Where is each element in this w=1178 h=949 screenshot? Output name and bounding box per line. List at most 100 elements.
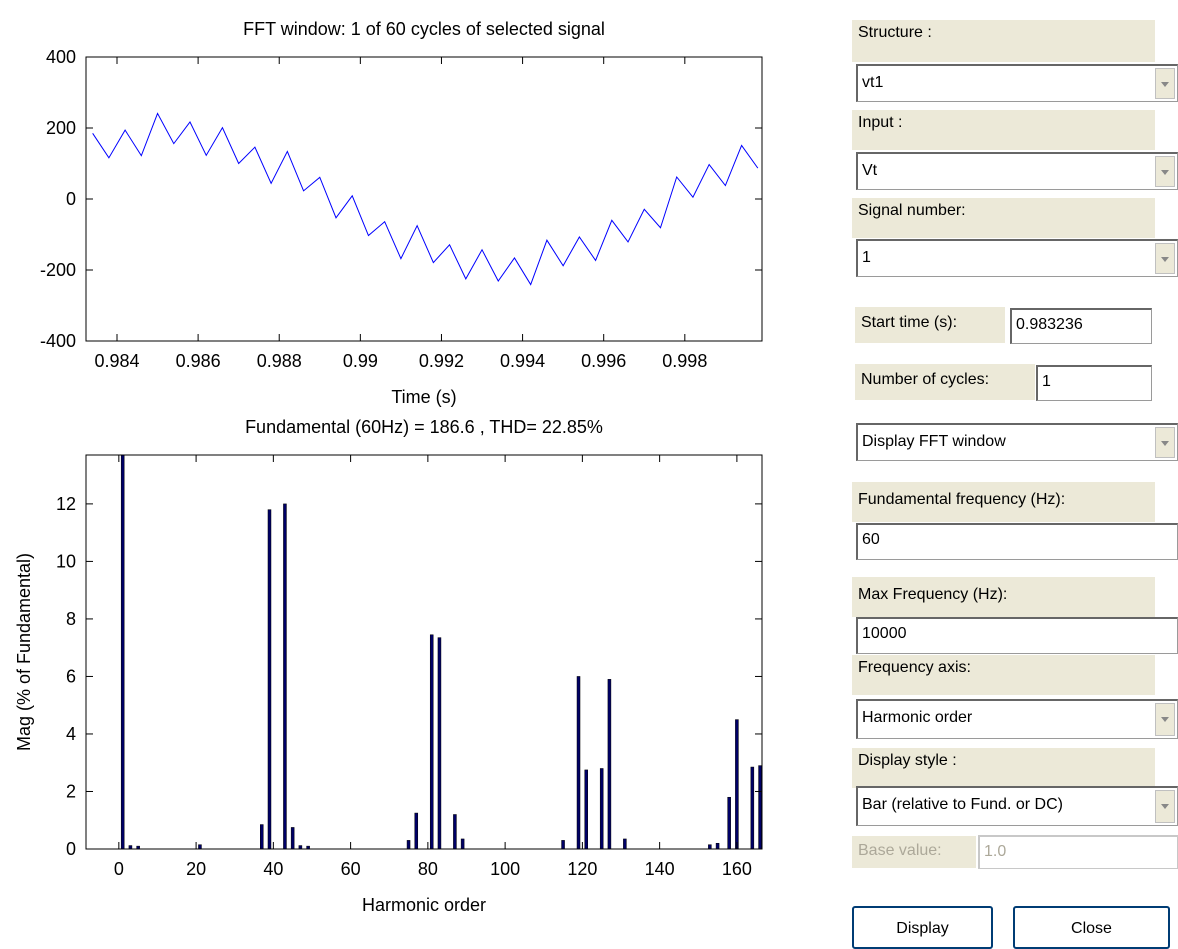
x-tick-label: 140: [645, 859, 675, 879]
label: Structure :: [852, 20, 1155, 62]
y-tick-label: 2: [66, 781, 76, 801]
bar: [260, 824, 264, 849]
text-field: 1.0: [978, 835, 1178, 869]
y-tick-label: 8: [66, 609, 76, 629]
dropdown-text: 1: [862, 249, 871, 266]
y-tick-label: -200: [40, 260, 76, 280]
bar: [758, 765, 762, 849]
plot-area: [120, 455, 762, 849]
dropdown[interactable]: vt1: [856, 64, 1178, 102]
bar: [283, 503, 287, 849]
dropdown[interactable]: Vt: [856, 152, 1178, 190]
x-tick-label: 0.998: [662, 351, 707, 371]
x-tick-label: 0.992: [419, 351, 464, 371]
x-axis-label: Harmonic order: [362, 895, 486, 915]
bar: [750, 766, 755, 849]
x-tick-label: 80: [418, 859, 438, 879]
dropdown-text: Display FFT window: [862, 433, 1006, 450]
x-tick-label: 20: [186, 859, 206, 879]
bar: [727, 796, 731, 849]
label: Max Frequency (Hz):: [852, 577, 1155, 617]
text-field[interactable]: 60: [856, 523, 1178, 560]
label: Display style :: [852, 748, 1155, 788]
bar: [437, 637, 442, 849]
bar: [298, 845, 303, 849]
charts: FFT window: 1 of 60 cycles of selected s…: [14, 19, 763, 915]
bar: [406, 840, 411, 849]
dropdown-arrow[interactable]: [1155, 703, 1175, 736]
dropdown-text: vt1: [862, 74, 884, 91]
y-tick-label: 12: [56, 494, 76, 514]
bar: [429, 634, 434, 849]
y-tick-label: 6: [66, 666, 76, 686]
bar: [607, 679, 612, 849]
bar: [735, 719, 739, 849]
x-tick-label: 0.994: [500, 351, 545, 371]
x-tick-label: 0.996: [581, 351, 626, 371]
label: Frequency axis:: [852, 655, 1155, 695]
dropdown-arrow[interactable]: [1155, 156, 1175, 187]
label: Start time (s):: [855, 307, 1005, 343]
dropdown-text: Bar (relative to Fund. or DC): [862, 796, 1063, 813]
dropdown[interactable]: Bar (relative to Fund. or DC): [856, 786, 1178, 826]
label: Input :: [852, 110, 1155, 150]
dropdown-arrow[interactable]: [1155, 790, 1175, 823]
bar: [414, 812, 419, 849]
x-tick-label: 40: [263, 859, 283, 879]
bar: [453, 814, 457, 849]
x-tick-label: 0.99: [343, 351, 378, 371]
bar: [128, 845, 133, 849]
x-tick-label: 60: [341, 859, 361, 879]
dropdown-text: Harmonic order: [862, 709, 973, 726]
y-tick-label: 4: [66, 724, 76, 744]
bar: [120, 455, 125, 849]
label: Number of cycles:: [855, 364, 1035, 400]
x-axis-label: Time (s): [391, 387, 456, 407]
y-tick-label: 400: [46, 47, 76, 67]
bar: [198, 844, 202, 849]
y-tick-label: 0: [66, 839, 76, 859]
bar: [460, 838, 465, 849]
bar: [290, 827, 295, 849]
bar: [599, 768, 604, 849]
text-field[interactable]: 1: [1036, 365, 1152, 401]
chart-title: FFT window: 1 of 60 cycles of selected s…: [243, 19, 605, 39]
x-tick-label: 0.988: [257, 351, 302, 371]
text-field[interactable]: 0.983236: [1010, 308, 1152, 344]
label: Fundamental frequency (Hz):: [852, 482, 1155, 522]
y-axis-label: Mag (% of Fundamental): [14, 553, 34, 751]
dropdown[interactable]: Harmonic order: [856, 699, 1178, 739]
y-tick-label: -400: [40, 331, 76, 351]
axes-frame: [85, 454, 763, 850]
dropdown[interactable]: 1: [856, 239, 1178, 277]
text-field[interactable]: 10000: [856, 617, 1178, 654]
plot-area: [92, 112, 759, 286]
signal-line: [92, 112, 759, 286]
y-tick-label: 10: [56, 551, 76, 571]
axes-frame: [85, 56, 763, 342]
bar: [561, 840, 565, 849]
dropdown-arrow[interactable]: [1155, 68, 1175, 99]
x-tick-label: 0.984: [94, 351, 139, 371]
bar: [576, 676, 581, 849]
x-tick-label: 0.986: [176, 351, 221, 371]
dropdown-arrow[interactable]: [1155, 243, 1175, 274]
bar: [623, 838, 627, 849]
bar: [715, 842, 720, 849]
button[interactable]: Close: [1013, 906, 1170, 949]
chart-title: Fundamental (60Hz) = 186.6 , THD= 22.85%: [245, 417, 603, 437]
dropdown-arrow[interactable]: [1155, 427, 1175, 458]
y-tick-label: 0: [66, 189, 76, 209]
dropdown[interactable]: Display FFT window: [856, 423, 1178, 461]
label: Base value:: [852, 836, 976, 868]
x-tick-label: 160: [722, 859, 752, 879]
bar: [584, 769, 588, 849]
x-tick-label: 100: [490, 859, 520, 879]
label: Signal number:: [852, 198, 1155, 238]
x-tick-label: 0: [114, 859, 124, 879]
button[interactable]: Display: [852, 906, 993, 949]
bar: [708, 844, 712, 849]
y-tick-label: 200: [46, 118, 76, 138]
x-tick-label: 120: [567, 859, 597, 879]
